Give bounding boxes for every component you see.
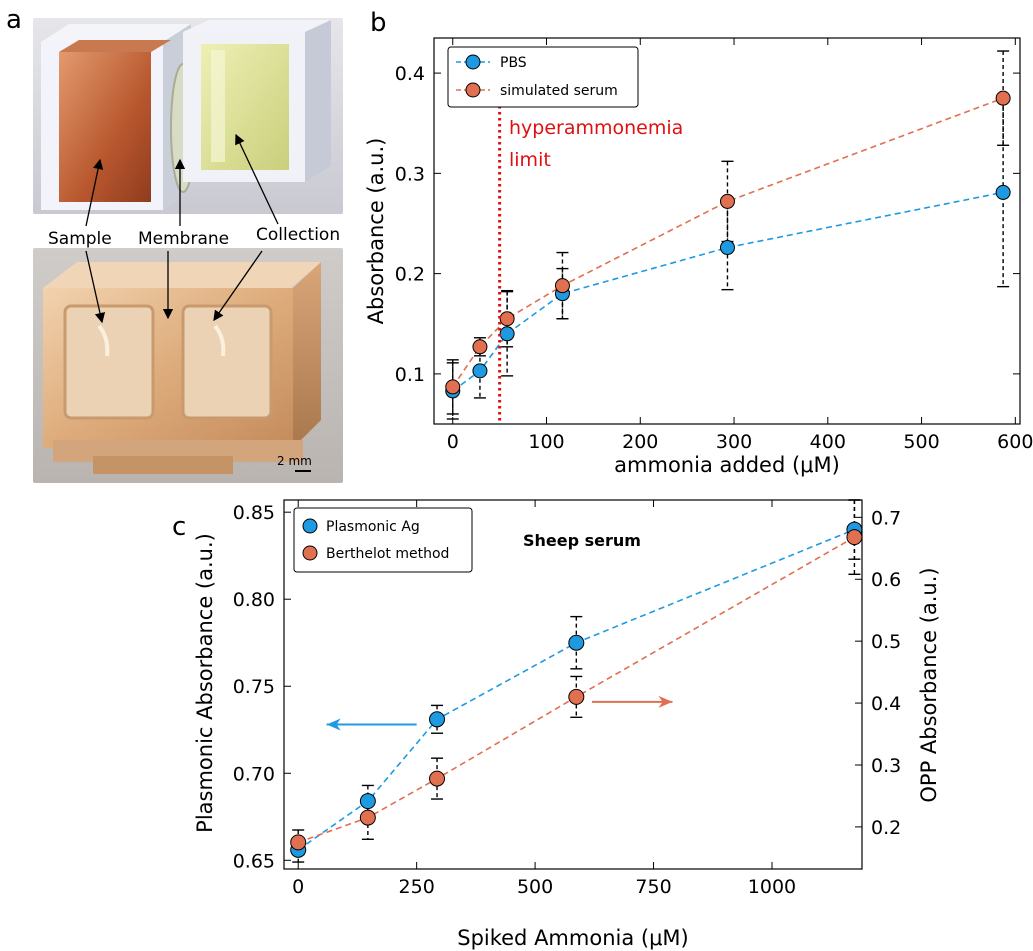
chart-b-ytick-label: 0.2 [395, 264, 425, 286]
chart-b-xtick-label: 300 [716, 431, 752, 453]
chart-c-ytick-right-label: 0.6 [871, 569, 901, 591]
chart-c-ytick-left-label: 0.75 [233, 676, 275, 698]
legend-label-pbs: PBS [500, 55, 527, 71]
chart-c-ytick-right-label: 0.3 [871, 755, 901, 777]
chart-b-series-lines [452, 97, 1004, 392]
chart-c-point-s1-0 [290, 834, 307, 851]
chart-c-point-s1-2 [429, 770, 446, 787]
chart-c-x-axis-label: Spiked Ammonia (μM) [457, 926, 689, 950]
chart-c-xtick-label: 500 [517, 876, 553, 898]
chart-c-ytick-right-label: 0.5 [871, 631, 901, 653]
chart-c-point-s0-1 [359, 793, 376, 810]
chart-b-point-s1-5 [995, 90, 1011, 106]
panel-letter-b: b [370, 8, 387, 38]
chart-b-series-line-0 [452, 191, 1004, 392]
chart-c-title: Sheep serum [523, 531, 641, 550]
legend-label-plasmonic-ag: Plasmonic Ag [326, 519, 420, 535]
chart-c-ytick-right-label: 0.4 [871, 693, 901, 715]
chart-b-ytick-label: 0.4 [395, 63, 425, 85]
chart-b-point-s1-1 [472, 339, 488, 355]
chart-b-point-s0-2 [499, 326, 515, 342]
chart-c-xtick-label: 750 [635, 876, 671, 898]
chart-b-ytick-label: 0.3 [395, 163, 425, 185]
chart-b-point-s1-2 [499, 311, 515, 327]
chart-c-ytick-right-label: 0.2 [871, 817, 901, 839]
legend-marker-berthelot [302, 545, 318, 561]
chart-b-xtick-label: 600 [997, 431, 1033, 453]
chart-b-xtick-label: 500 [903, 431, 939, 453]
chart-c-ytick-right-label: 0.7 [871, 507, 901, 529]
chart-c-y-axis-label-right: OPP Absorbance (a.u.) [917, 567, 941, 802]
chart-c-ticks: 0 250 500 750 1000 0.65 0.70 0.75 0.80 0.85 0.2 0.3… [233, 500, 901, 898]
chart-c-arrow-head-left [326, 718, 341, 731]
chart-b-xtick-label: 100 [528, 431, 564, 453]
chart-b-point-s1-0 [445, 379, 461, 395]
chart-b-ytick-label: 0.1 [395, 364, 425, 386]
chart-b-y-axis-label: Absorbance (a.u.) [364, 138, 388, 325]
chart-b-point-s1-4 [719, 193, 735, 209]
chart-b-point-s0-1 [472, 363, 488, 379]
chart-b-point-s0-4 [719, 240, 735, 256]
chart-c-xtick-label: 1000 [748, 876, 796, 898]
chart-b-ticks: 0 100 200 300 400 500 600 0.1 0.2 0.3 0.4 [395, 38, 1033, 453]
legend-label-berthelot: Berthelot method [326, 546, 449, 562]
chart-c-legend: Plasmonic Ag Berthelot method [293, 507, 473, 573]
hyperammonemia-label-line2: limit [509, 149, 551, 171]
chart-c-point-s0-2 [429, 711, 446, 728]
chart-b-point-s0-5 [995, 184, 1011, 200]
chart-c-ytick-left-label: 0.65 [233, 850, 275, 872]
chart-c-axis-arrows [326, 695, 673, 731]
chart-b-plot-frame [433, 37, 1021, 425]
scale-bar-label: 2 mm [277, 454, 312, 468]
chart-c-series-marks [290, 499, 863, 863]
chart-b-xtick-label: 200 [622, 431, 658, 453]
chart-b-xtick-label: 400 [810, 431, 846, 453]
legend-marker-pbs [465, 54, 481, 70]
collection-label: Collection [256, 225, 341, 245]
chart-c-ytick-left-label: 0.85 [233, 502, 275, 524]
chart-c-ytick-left-label: 0.80 [233, 589, 275, 611]
chart-c-xtick-label: 0 [292, 876, 304, 898]
panel-letter-c: c [172, 512, 187, 542]
chart-b-series-line-1 [452, 97, 1004, 388]
chart-c-point-s1-4 [846, 529, 863, 546]
legend-marker-plasmonic-ag [302, 518, 318, 534]
sample-label: Sample [48, 229, 112, 249]
chart-b-point-s1-3 [554, 278, 570, 294]
legend-label-simulated-serum: simulated serum [500, 83, 618, 99]
chart-c-point-s0-3 [568, 634, 585, 651]
chart-c-ytick-left-label: 0.70 [233, 763, 275, 785]
chart-c-plot-frame [283, 499, 863, 870]
hyperammonemia-label-line1: hyperammonemia [509, 117, 683, 139]
chart-c-xtick-label: 250 [399, 876, 435, 898]
chart-b-x-axis-label: ammonia added (μM) [614, 453, 840, 477]
chart-c-point-s1-1 [359, 809, 376, 826]
chart-b-series-marks [445, 50, 1011, 420]
chart-c-y-axis-label-left: Plasmonic Absorbance (a.u.) [193, 533, 217, 833]
membrane-label: Membrane [138, 229, 230, 249]
chart-c-arrow-head-right [658, 695, 673, 708]
legend-marker-simulated-serum [465, 82, 481, 98]
panel-letter-a: a [6, 5, 22, 35]
device-cutaway-photo [33, 18, 343, 214]
chart-c-point-s1-3 [568, 688, 585, 705]
chart-b-xtick-label: 0 [447, 431, 459, 453]
chart-b-legend: PBS simulated serum [447, 46, 639, 108]
